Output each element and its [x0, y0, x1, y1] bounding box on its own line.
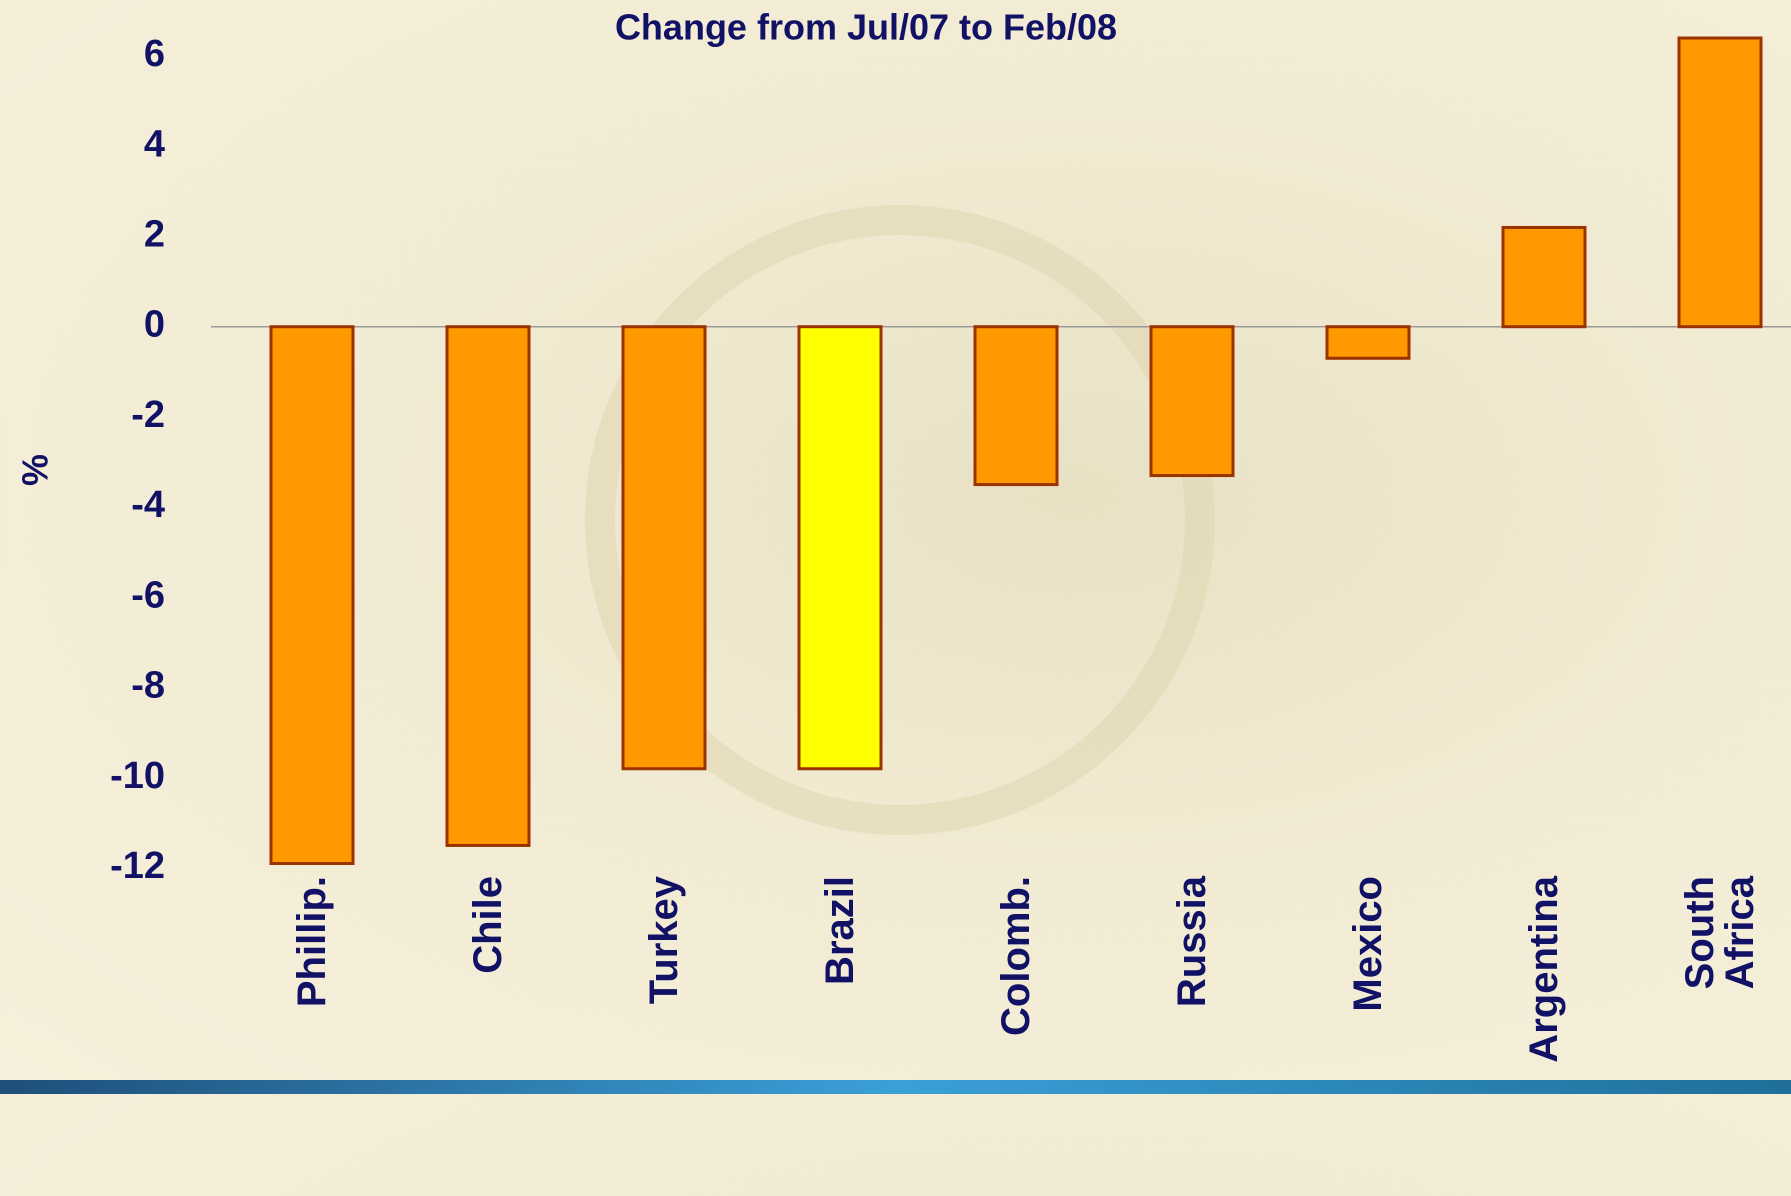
- bar: [447, 327, 529, 846]
- x-tick-label: South Africa: [1680, 876, 1760, 1196]
- x-tick-label: Chile: [468, 876, 508, 1196]
- x-tick-label: Colomb.: [996, 876, 1036, 1196]
- x-tick-label: Phillip.: [292, 876, 332, 1196]
- y-tick-label: 0: [144, 304, 165, 346]
- y-axis-label: %: [15, 454, 56, 486]
- y-tick-label: -8: [131, 665, 165, 707]
- bar: [623, 327, 705, 769]
- y-tick-label: -4: [131, 484, 165, 526]
- bar: [1327, 327, 1409, 359]
- bar: [271, 327, 353, 864]
- bar: [1503, 227, 1585, 326]
- chart-title: Change from Jul/07 to Feb/08: [615, 7, 1117, 48]
- y-tick-label: -10: [110, 755, 165, 797]
- x-tick-label: Argentina: [1524, 876, 1564, 1196]
- y-tick-label: 2: [144, 214, 165, 256]
- y-tick-label: 4: [144, 123, 165, 165]
- bar: [1151, 327, 1233, 476]
- y-tick-label: -6: [131, 574, 165, 616]
- x-tick-label: Mexico: [1348, 876, 1388, 1196]
- bar: [975, 327, 1057, 485]
- bar: [799, 327, 881, 769]
- y-tick-label: 6: [144, 33, 165, 75]
- bar: [1679, 38, 1761, 327]
- x-tick-label: Russia: [1172, 876, 1212, 1196]
- y-tick-label: -12: [110, 845, 165, 887]
- y-tick-label: -2: [131, 394, 165, 436]
- page: {"chart_data": {"type": "bar", "title": …: [0, 0, 1791, 1094]
- x-tick-label: Turkey: [644, 876, 684, 1196]
- x-tick-label: Brazil: [820, 876, 860, 1196]
- footer-bar: [0, 1080, 1791, 1094]
